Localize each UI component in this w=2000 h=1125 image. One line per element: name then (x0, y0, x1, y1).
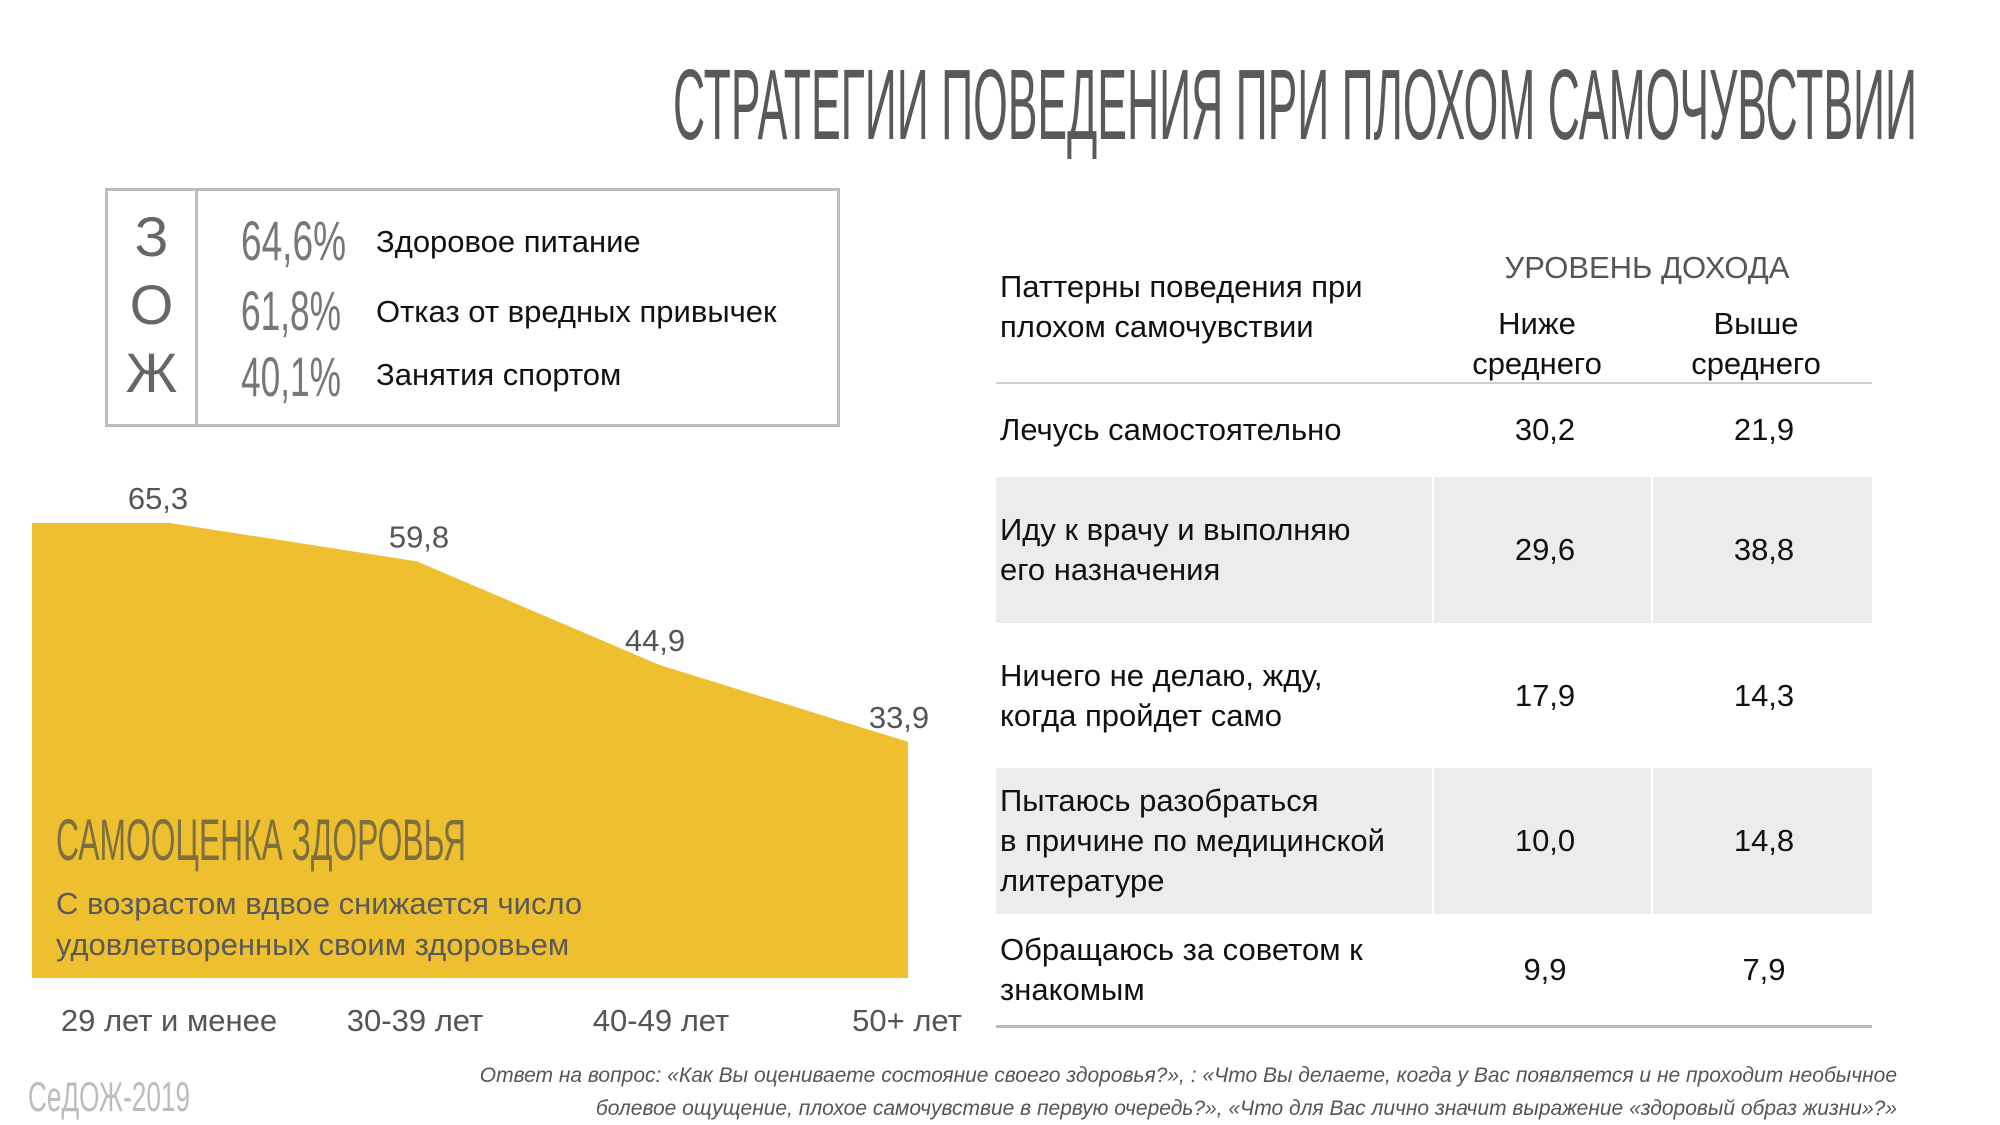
table-row: Пытаюсь разобраться в причине по медицинс… (996, 768, 1872, 914)
data-label: 44,9 (625, 623, 685, 658)
value-below-average: 10,0 (1514, 823, 1576, 858)
data-label: 59,8 (389, 519, 449, 554)
table-row: Обращаюсь за советом к знакомым 9,9 7,9 (996, 914, 1872, 1025)
zoj-letter: Ж (125, 341, 178, 404)
area-series (32, 523, 908, 978)
value-above-average: 21,9 (1733, 412, 1795, 447)
x-tick-label: 29 лет и менее (60, 1003, 278, 1038)
chart-subtitle: удовлетворенных своим здоровьем (56, 927, 570, 962)
row-label: Ничего не делаю, жду, когда пройдет само (1000, 657, 1323, 733)
row-label: Пытаюсь разобраться в причине по медицинс… (1000, 783, 1385, 898)
cell-divider (1651, 477, 1653, 623)
page-title: СТРАТЕГИИ ПОВЕДЕНИЯ ПРИ ПЛОХОМ САМОЧУВСТ… (673, 49, 1917, 161)
cell-divider (1432, 768, 1434, 914)
x-tick-label: 40-49 лет (592, 1003, 730, 1038)
value-below-average: 17,9 (1514, 677, 1576, 713)
row-label: Иду к врачу и выполняю его назначения (1000, 512, 1351, 587)
table-header-above: Выше среднего (1691, 306, 1821, 381)
zoj-letter: З (134, 205, 169, 268)
table-header-below: Ниже среднего (1472, 306, 1602, 381)
value-above-average: 38,8 (1733, 532, 1795, 567)
zoj-percent: 64,6% (241, 209, 346, 272)
table-header-pattern: Паттерны поведения при плохом самочувстви… (1000, 269, 1363, 344)
value-below-average: 30,2 (1514, 412, 1576, 447)
zoj-percent: 40,1% (241, 345, 341, 408)
cell-divider (1432, 477, 1434, 623)
table-row: Иду к врачу и выполняю его назначения 29,6… (996, 477, 1872, 623)
footnote: болевое ощущение, плохое самочувствие в … (595, 1097, 1897, 1120)
data-label: 65,3 (128, 481, 188, 516)
table-group-header: УРОВЕНЬ ДОХОДА (1504, 250, 1790, 285)
zoj-percent: 61,8% (241, 279, 341, 342)
zoj-label: Отказ от вредных привычек (376, 294, 777, 329)
value-above-average: 14,8 (1733, 823, 1795, 858)
row-label: Обращаюсь за советом к знакомым (1000, 931, 1363, 1007)
table-row: Ничего не делаю, жду, когда пройдет само 1… (996, 623, 1872, 768)
value-below-average: 9,9 (1523, 951, 1567, 987)
table-bottom-border (996, 1025, 1872, 1028)
zoj-letter: О (129, 273, 174, 336)
value-below-average: 29,6 (1514, 532, 1576, 567)
data-label: 33,9 (869, 700, 929, 735)
table-row: Лечусь самостоятельно 30,2 21,9 (996, 383, 1872, 477)
table-divider (996, 382, 1872, 384)
cell-divider (1651, 768, 1653, 914)
row-label: Лечусь самостоятельно (1000, 412, 1342, 447)
x-tick-label: 50+ лет (852, 1003, 962, 1038)
footnote: Ответ на вопрос: «Как Вы оцениваете сост… (479, 1064, 1897, 1087)
zoj-label: Здоровое питание (376, 224, 641, 259)
x-tick-label: 30-39 лет (346, 1003, 484, 1038)
value-above-average: 14,3 (1733, 677, 1795, 713)
chart-title: САМООЦЕНКА ЗДОРОВЬЯ (56, 808, 466, 873)
value-above-average: 7,9 (1742, 951, 1786, 987)
zoj-label: Занятия спортом (376, 357, 622, 392)
source-logo: СеДОЖ-2019 (28, 1073, 190, 1120)
zoj-box: З О Ж (105, 188, 840, 427)
chart-subtitle: С возрастом вдвое снижается число (56, 886, 583, 921)
zoj-divider (195, 191, 198, 424)
